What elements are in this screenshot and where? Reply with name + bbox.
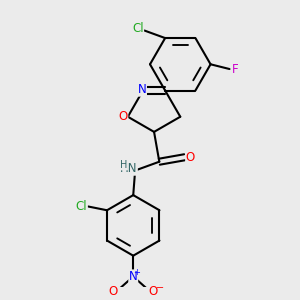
Text: O: O (186, 151, 195, 164)
Text: −: − (156, 283, 164, 293)
Text: F: F (232, 62, 238, 76)
Text: Cl: Cl (132, 22, 143, 35)
Text: O: O (118, 110, 128, 123)
Text: HN: HN (120, 162, 137, 175)
Text: N: N (129, 270, 138, 283)
Text: N: N (138, 83, 146, 96)
Text: H: H (120, 160, 127, 170)
Text: O: O (109, 285, 118, 298)
Text: +: + (134, 268, 140, 277)
Text: Cl: Cl (76, 200, 87, 213)
Text: O: O (148, 285, 158, 298)
